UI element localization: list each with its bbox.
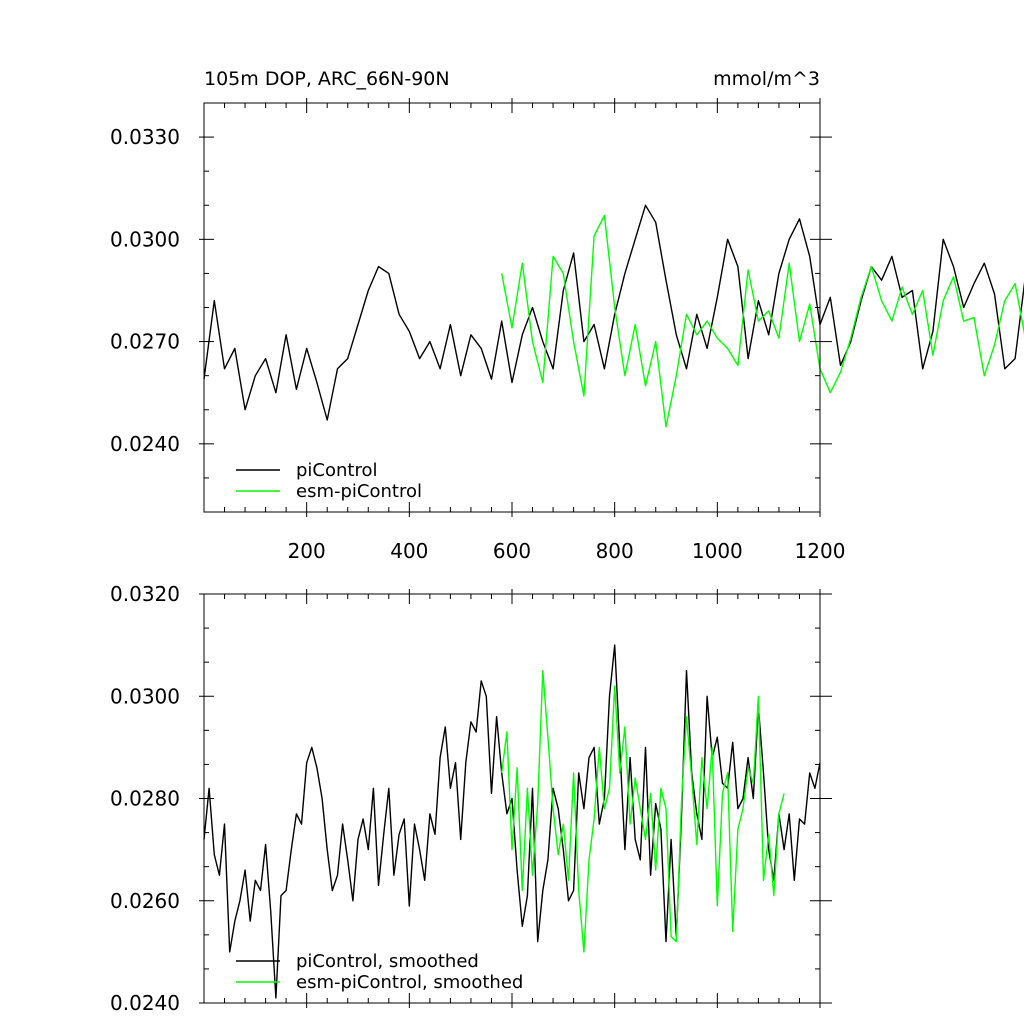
top-panel-y-tick-label: 0.0240	[110, 432, 180, 456]
top-panel-frame	[203, 102, 821, 513]
top-panel-x-tick-label: 400	[390, 539, 428, 563]
top-panel-x-tick-label: 1000	[692, 539, 743, 563]
top-panel-x-tick-label: 600	[493, 539, 531, 563]
bottom-panel-y-tick-label: 0.0240	[110, 991, 180, 1015]
bottom-panel-legend-label: esm-piControl, smoothed	[296, 972, 523, 993]
bottom-panel-series-group	[203, 644, 821, 999]
top-panel-axes-group: 200 400 600 800 1000 1200 0.0240 0.0270 0.0300 0.…	[110, 98, 845, 563]
top-panel-y-tick-label: 0.0300	[110, 227, 180, 251]
top-panel-series-line-esm-picontrol	[501, 214, 1024, 428]
top-panel-series-line-picontrol	[203, 204, 1024, 421]
top-panel-legend-label: esm-piControl	[296, 481, 422, 502]
top-panel-x-tick-label: 1200	[795, 539, 846, 563]
top-panel-y-tick-label: 0.0270	[110, 330, 180, 354]
bottom-panel-y-tick-label: 0.0260	[110, 889, 180, 913]
top-panel-series-group	[203, 204, 1024, 428]
bottom-panel-y-tick-label: 0.0280	[110, 787, 180, 811]
top-panel-x-tick-label: 200	[288, 539, 326, 563]
top-panel-x-tick-label: 800	[596, 539, 634, 563]
top-panel-legend-label: piControl	[296, 460, 378, 481]
figure-units: mmol/m^3	[713, 68, 820, 90]
bottom-panel-series-line-esm-picontrol	[501, 670, 785, 953]
bottom-panel-y-tick-label: 0.0320	[110, 582, 180, 606]
bottom-panel: 0.0240 0.0260 0.0280 0.0300 0.0320 piControl…	[110, 582, 832, 1015]
top-panel: 200 400 600 800 1000 1200 0.0240 0.0270 0.0300 0.…	[110, 98, 1024, 563]
bottom-panel-series-line-picontrol	[203, 644, 821, 999]
bottom-panel-y-tick-label: 0.0300	[110, 684, 180, 708]
bottom-panel-axes-group: 0.0240 0.0260 0.0280 0.0300 0.0320	[110, 582, 832, 1015]
bottom-panel-legend-label: piControl, smoothed	[296, 951, 479, 972]
top-panel-y-tick-label: 0.0330	[110, 125, 180, 149]
figure-title: 105m DOP, ARC_66N-90N	[204, 68, 450, 90]
